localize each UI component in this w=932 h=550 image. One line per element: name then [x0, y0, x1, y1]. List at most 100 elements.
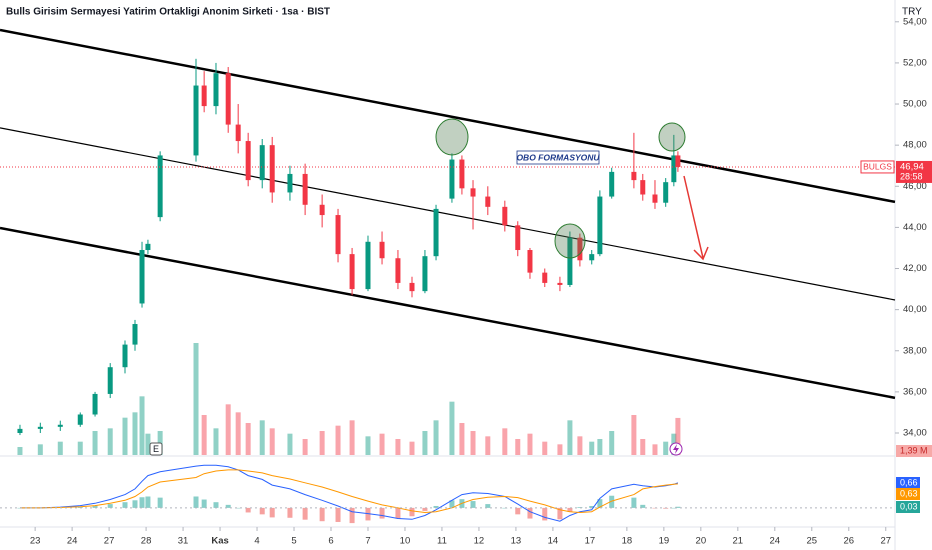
macd-histogram-bar — [259, 507, 265, 515]
volume-bar — [459, 423, 465, 455]
volume-bar — [589, 441, 595, 455]
candle-body — [132, 324, 138, 345]
volume-bar — [259, 420, 265, 455]
x-tick-label: 12 — [474, 536, 485, 547]
macd-label: 0,63 — [900, 488, 918, 498]
macd-histogram-bar — [145, 496, 151, 508]
macd-histogram-bar — [515, 507, 521, 515]
volume-bar — [287, 433, 293, 455]
macd-histogram-bar — [213, 502, 219, 508]
macd-histogram-bar — [287, 507, 293, 518]
macd-histogram-bar — [302, 507, 308, 520]
macd-histogram-bar — [671, 507, 677, 509]
y-tick-label: 42,00 — [903, 263, 927, 274]
candle-body — [567, 237, 573, 285]
volume-bar — [557, 444, 563, 455]
macd-histogram-bar — [449, 500, 455, 508]
volume-bar — [245, 423, 251, 455]
macd-histogram-bar — [201, 499, 207, 508]
candle-body — [122, 344, 128, 368]
volume-bar — [449, 401, 455, 455]
x-tick-label: 27 — [104, 536, 115, 547]
macd-histogram-bar — [132, 500, 138, 508]
volume-bar — [470, 431, 476, 455]
arrow — [683, 175, 709, 261]
candle-body — [365, 241, 371, 290]
candle-body — [671, 155, 677, 183]
macd-histogram-bar — [433, 505, 439, 508]
y-tick-label: 52,00 — [903, 57, 927, 68]
volume-bar — [577, 436, 583, 455]
x-tick-label: 19 — [659, 536, 670, 547]
trendline — [0, 226, 896, 400]
macd-label-box — [896, 488, 920, 500]
volume-bar — [597, 439, 603, 455]
candle-body — [577, 237, 583, 261]
candle-body — [193, 85, 199, 156]
x-tick-label: 5 — [291, 536, 296, 547]
candle-body — [422, 256, 428, 292]
macd-histogram-bar — [122, 502, 128, 508]
y-tick-label: 38,00 — [903, 345, 927, 356]
macd-histogram-bar — [157, 497, 163, 508]
volume-bar — [663, 441, 669, 455]
volume-bar — [145, 433, 151, 455]
candle-body — [652, 194, 658, 203]
macd-histogram-bar — [365, 507, 371, 521]
candle-body — [663, 182, 669, 203]
candle-body — [287, 173, 293, 193]
x-tick-label: 18 — [622, 536, 633, 547]
volume-bar — [422, 431, 428, 455]
candle-body — [449, 159, 455, 199]
macd-histogram-bar — [235, 507, 241, 509]
volume-bar — [77, 441, 83, 455]
last-price-label: 46,94 — [900, 161, 924, 172]
candle-body — [57, 424, 63, 427]
highlight-circle — [435, 118, 469, 156]
candle-body — [259, 145, 265, 181]
symbol-label: BULGS — [863, 162, 892, 172]
macd-label: 0,03 — [900, 501, 918, 511]
macd-label-box — [896, 501, 920, 513]
volume-bar — [213, 428, 219, 455]
macd-histogram-bar — [77, 506, 83, 508]
macd-histogram-bar — [395, 507, 401, 519]
macd-histogram-bar — [349, 507, 355, 524]
macd-histogram-bar — [92, 505, 98, 508]
x-tick-label: 26 — [843, 536, 854, 547]
macd-histogram-bar — [542, 507, 548, 521]
symbol-box — [860, 160, 895, 174]
macd-histogram-bar — [527, 507, 533, 519]
candle-body — [235, 124, 241, 142]
macd-histogram-bar — [485, 504, 491, 508]
candle-body — [409, 282, 415, 292]
macd-histogram-bar — [17, 507, 23, 509]
chart-title: Bulls Girisim Sermayesi Yatirim Ortaklig… — [6, 7, 330, 18]
x-tick-label: 14 — [548, 536, 559, 547]
volume-bar — [193, 343, 199, 455]
volume-bar — [235, 412, 241, 455]
candle-body — [319, 204, 325, 216]
x-tick-label: Kas — [211, 536, 228, 547]
volume-bar — [122, 417, 128, 455]
plot-area — [0, 28, 896, 524]
macd-histogram-bar — [631, 497, 637, 508]
macd-histogram-bar — [319, 507, 325, 522]
x-tick-label: 27 — [880, 536, 891, 547]
candle-body — [515, 225, 521, 251]
macd-line — [20, 464, 679, 522]
candle-body — [557, 282, 563, 285]
volume-bar — [201, 415, 207, 455]
candle-body — [269, 145, 275, 193]
candle-body — [225, 73, 231, 125]
macd-histogram-bar — [597, 499, 603, 508]
x-tick-label: 24 — [67, 536, 78, 547]
candle-body — [589, 254, 595, 261]
y-tick-label: 34,00 — [903, 428, 927, 439]
volume-bar — [269, 428, 275, 455]
candle-body — [395, 258, 401, 283]
candle-body — [631, 171, 637, 181]
volume-bar — [302, 439, 308, 455]
y-tick-label: 50,00 — [903, 99, 927, 110]
volume-bar — [675, 417, 681, 455]
